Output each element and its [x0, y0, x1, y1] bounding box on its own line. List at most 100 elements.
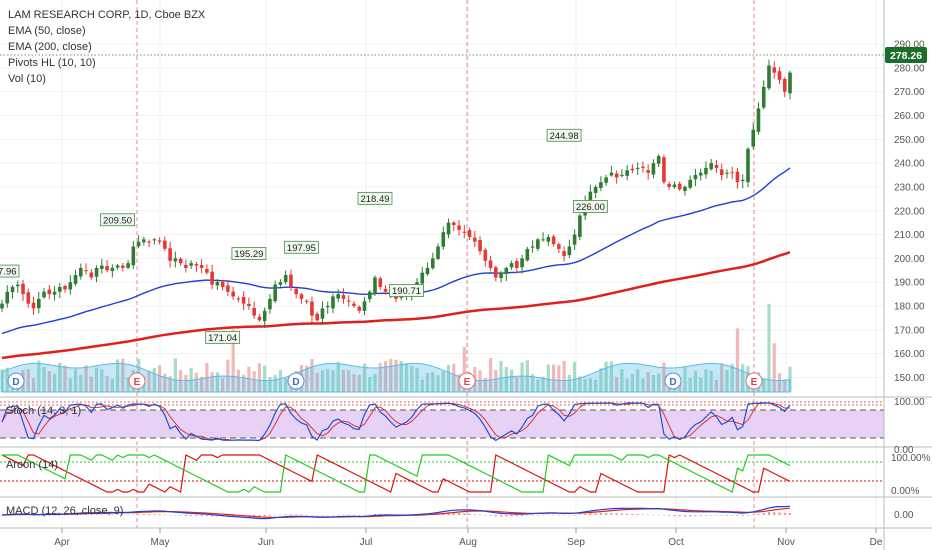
- volume-bar: [341, 370, 346, 392]
- volume-bar: [504, 367, 508, 392]
- candle-body: [383, 288, 388, 292]
- macd-hist-bar: [37, 515, 40, 516]
- candle-body: [215, 282, 220, 286]
- macd-hist-bar: [563, 515, 566, 516]
- macd-hist-bar: [153, 514, 156, 515]
- volume-bar: [520, 362, 524, 392]
- candle-body: [451, 222, 456, 226]
- price-axis[interactable]: 150.00 160.00 170.00 180.00 190.00 200.00 210.…: [891, 40, 931, 521]
- volume-bar: [200, 376, 204, 392]
- dividend-marker[interactable]: D: [664, 372, 682, 390]
- volume-bar: [772, 343, 776, 392]
- candle-body: [105, 266, 109, 271]
- candle-body: [562, 251, 566, 257]
- macd-hist-bar: [69, 514, 72, 516]
- macd-hist-bar: [90, 514, 93, 515]
- candle-body: [0, 303, 4, 309]
- candle-body: [331, 296, 335, 309]
- price-tick-label: 190.00: [894, 278, 925, 289]
- macd-hist-bar: [699, 515, 702, 516]
- candle-body: [467, 230, 472, 237]
- earnings-marker[interactable]: E: [128, 372, 146, 390]
- macd-hist-bar: [310, 515, 313, 516]
- macd-hist-bar: [352, 514, 355, 516]
- macd-hist-bar: [489, 515, 492, 516]
- macd-hist-bar: [668, 515, 671, 516]
- candle-body: [79, 267, 83, 277]
- volume-bar: [609, 361, 613, 392]
- macd-hist-bar: [510, 515, 513, 517]
- macd-histogram: [1, 512, 791, 517]
- macd-hist-bar: [521, 515, 524, 516]
- volume-bar: [362, 363, 367, 392]
- macd-hist-bar: [284, 514, 287, 515]
- marker-circle: [458, 372, 476, 390]
- volume-bar: [278, 370, 283, 392]
- macd-hist-bar: [573, 514, 576, 516]
- macd-hist-bar: [158, 514, 161, 515]
- candle-body: [252, 307, 256, 316]
- candle-body: [530, 246, 535, 248]
- pivot-label-box: [205, 330, 241, 344]
- marker-circle: [7, 372, 25, 390]
- candle-body: [656, 155, 661, 164]
- volume-bar: [194, 372, 198, 392]
- stoch-legend[interactable]: Stoch (14, 3, 1): [6, 405, 81, 417]
- earnings-marker[interactable]: E: [458, 372, 476, 390]
- legend-ema200[interactable]: EMA (200, close): [8, 41, 92, 53]
- volume-bar: [352, 374, 356, 392]
- dividend-marker[interactable]: D: [7, 372, 25, 390]
- macd-hist-bar: [584, 513, 587, 515]
- volume-bar: [636, 369, 640, 392]
- legend-vol[interactable]: Vol (10): [8, 73, 46, 85]
- legend-pivots[interactable]: Pivots HL (10, 10): [8, 57, 96, 69]
- candle-body: [473, 237, 477, 242]
- aroon-legend[interactable]: Aroon (14): [6, 459, 58, 471]
- volume-bar: [699, 377, 703, 392]
- price-tick-label: 200.00: [894, 254, 925, 265]
- macd-hist-bar: [479, 514, 482, 516]
- volume-bar: [777, 373, 782, 392]
- candle-body: [457, 225, 461, 230]
- volume-bar: [89, 376, 93, 392]
- macd-hist-bar: [253, 515, 256, 517]
- candle-body: [294, 288, 298, 295]
- pivot-label-box: [546, 128, 582, 142]
- candle-body: [36, 298, 41, 309]
- pivot-label: 197.95: [284, 240, 319, 254]
- macd-hist-bar: [279, 514, 282, 516]
- earnings-marker[interactable]: E: [745, 372, 763, 390]
- pivot-label-text: 226.00: [576, 202, 605, 213]
- dividend-marker[interactable]: D: [287, 372, 305, 390]
- candle-body: [231, 291, 235, 297]
- volume-bar: [562, 360, 566, 392]
- candle-body: [115, 265, 120, 268]
- macd-hist-bar: [447, 512, 450, 515]
- volume-bar: [221, 378, 225, 392]
- time-axis[interactable]: Apr May Jun Jul Aug Sep Oct Nov De: [54, 528, 883, 548]
- time-tick-label: Jul: [360, 537, 373, 548]
- macd-legend[interactable]: MACD (12, 26, close, 9): [6, 505, 123, 517]
- macd-hist-bar: [305, 514, 308, 516]
- legend-ema50[interactable]: EMA (50, close): [8, 25, 86, 37]
- volume-bar: [110, 378, 114, 392]
- macd-hist-bar: [720, 515, 723, 516]
- candle-body: [262, 310, 267, 322]
- pivot-label-text: 244.98: [550, 131, 579, 142]
- earnings-event-lines: [136, 0, 755, 528]
- volume-bar: [373, 374, 377, 392]
- volume-bar: [147, 370, 151, 392]
- time-tick-label: Nov: [777, 537, 795, 548]
- candle-body: [430, 258, 435, 269]
- candle-body: [515, 261, 519, 268]
- macd-hist-bar: [647, 514, 650, 516]
- pivot-label: 226.00: [572, 200, 608, 213]
- volume-bar: [557, 365, 561, 392]
- candle-body: [740, 179, 745, 182]
- candle-body: [5, 291, 10, 304]
- marker-circle: [287, 372, 305, 390]
- price-tick-label: 160.00: [894, 349, 925, 360]
- volume-bar: [583, 379, 587, 392]
